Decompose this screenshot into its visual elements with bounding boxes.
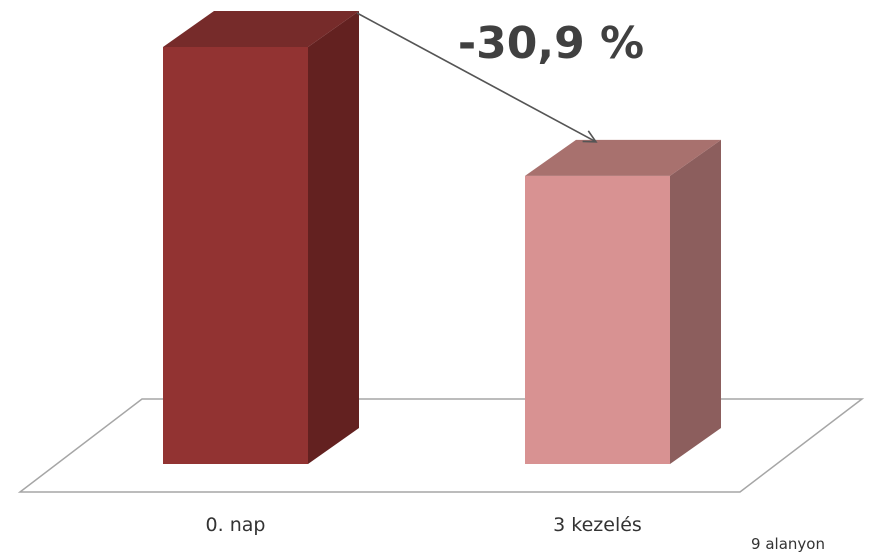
bar-top-3-treatments	[525, 139, 721, 176]
bar-side-day-0	[308, 11, 359, 464]
bar-front-3-treatments	[525, 175, 670, 464]
bar-side-3-treatments	[670, 139, 721, 464]
bar-front-day-0	[163, 47, 308, 464]
change-arrow	[356, 12, 598, 143]
category-label-day-0: 0. nap	[206, 514, 266, 536]
chart-floor	[17, 398, 865, 493]
subject-count-footnote: 9 alanyon	[751, 535, 825, 553]
category-label-3-treatments: 3 kezelés	[553, 514, 642, 536]
bars-layer	[163, 11, 721, 464]
change-annotation: -30,9 %	[458, 18, 644, 69]
bar-top-day-0	[163, 11, 359, 47]
